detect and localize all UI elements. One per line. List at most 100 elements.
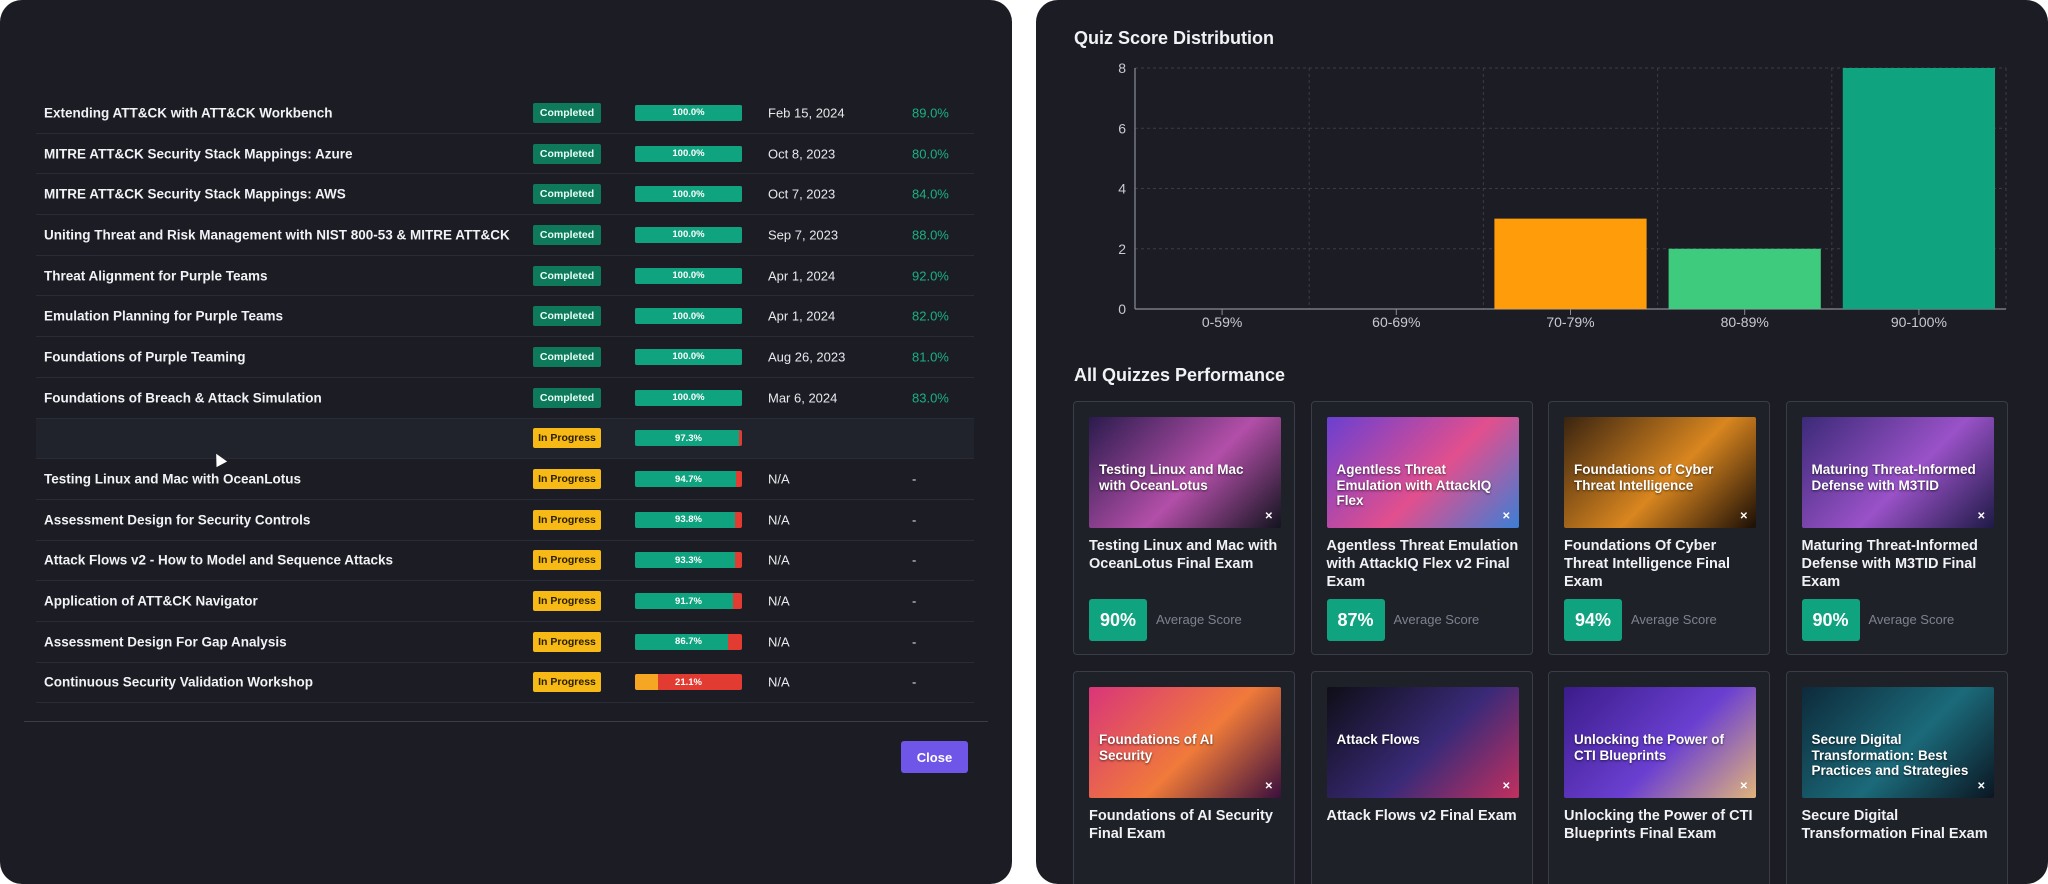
- modal-divider: [24, 721, 988, 722]
- x-tick-label: 60-69%: [1372, 314, 1420, 330]
- progress-label: 93.8%: [675, 514, 702, 526]
- table-row[interactable]: Continuous Security Validation Workshop I…: [36, 663, 974, 704]
- table-row[interactable]: Assessment Design for Security Controls I…: [36, 500, 974, 541]
- quiz-card[interactable]: Secure Digital Transformation: Best Prac…: [1785, 671, 2008, 884]
- quiz-score: 80.0%: [912, 146, 949, 162]
- status-badge: Completed: [533, 143, 601, 164]
- quiz-title: Testing Linux and Mac with OceanLotus Fi…: [1089, 538, 1278, 573]
- close-x-icon: ✕: [1502, 511, 1511, 522]
- status-badge: Completed: [533, 102, 601, 123]
- progress-bar: 100.0%: [635, 145, 742, 162]
- quiz-title: Attack Flows v2 Final Exam: [1326, 808, 1517, 824]
- completion-date: N/A: [768, 674, 790, 690]
- status-badge: In Progress: [533, 591, 601, 612]
- course-table: Extending ATT&CK with ATT&CK Workbench Co…: [36, 93, 974, 704]
- bar[interactable]: [1668, 248, 1821, 309]
- close-x-icon: ✕: [1739, 511, 1748, 522]
- progress-bar: 100.0%: [635, 186, 742, 203]
- close-x-icon: ✕: [1977, 781, 1986, 792]
- close-x-icon: ✕: [1977, 511, 1986, 522]
- table-row[interactable]: Threat Alignment for Purple Teams Complet…: [36, 256, 974, 297]
- progress-label: 86.7%: [675, 636, 702, 648]
- quiz-card[interactable]: Foundations of AI Security ✕ Foundations o…: [1073, 671, 1295, 884]
- quiz-card[interactable]: Agentless Threat Emulation with AttackIQ…: [1310, 401, 1533, 655]
- progress-bar: 21.1%: [635, 674, 742, 691]
- status-badge: Completed: [533, 346, 601, 367]
- thumbnail-title: Unlocking the Power of CTI Blueprints: [1574, 732, 1725, 763]
- table-row[interactable]: Uniting Threat and Risk Management with …: [36, 215, 974, 256]
- progress-label: 93.3%: [675, 554, 702, 566]
- course-name: Threat Alignment for Purple Teams: [44, 268, 268, 284]
- bar[interactable]: [1842, 68, 1995, 309]
- status-badge: Completed: [533, 224, 601, 245]
- quiz-score: 82.0%: [912, 308, 949, 324]
- status-badge: Completed: [533, 184, 601, 205]
- table-row[interactable]: Attack Flows v2 - How to Model and Seque…: [36, 541, 974, 582]
- progress-bar: 100.0%: [635, 308, 742, 325]
- quiz-score: 84.0%: [912, 186, 949, 202]
- completion-date: Feb 15, 2024: [768, 105, 845, 121]
- completion-date: Oct 8, 2023: [768, 146, 836, 162]
- course-name: Foundations of Purple Teaming: [44, 349, 246, 365]
- progress-label: 100.0%: [672, 270, 705, 282]
- course-name: Uniting Threat and Risk Management with …: [44, 227, 510, 243]
- table-row[interactable]: Emulation Planning for Purple Teams Compl…: [36, 296, 974, 338]
- bar[interactable]: [1494, 218, 1647, 309]
- average-score-label: Average Score: [1156, 612, 1242, 627]
- quiz-card[interactable]: Unlocking the Power of CTI Blueprints ✕ Un…: [1548, 671, 1770, 884]
- progress-label: 100.0%: [672, 310, 705, 322]
- progress-label: 100.0%: [672, 229, 705, 241]
- quiz-thumbnail: Maturing Threat-Informed Defense with M3…: [1801, 417, 1994, 528]
- table-row[interactable]: Extending ATT&CK with ATT&CK Workbench Co…: [36, 93, 974, 134]
- course-name: Testing Linux and Mac with OceanLotus: [44, 471, 302, 487]
- completion-date: N/A: [768, 552, 790, 568]
- x-tick-label: 0-59%: [1202, 314, 1242, 330]
- table-row[interactable]: MITRE ATT&CK Security Stack Mappings: Az…: [36, 134, 974, 175]
- completion-date: Sep 7, 2023: [768, 227, 839, 243]
- x-tick-label: 70-79%: [1546, 314, 1594, 330]
- course-name: MITRE ATT&CK Security Stack Mappings: AW…: [44, 186, 346, 202]
- table-row[interactable]: Foundations of Breach & Attack Simulatio…: [36, 378, 974, 419]
- quiz-card[interactable]: Attack Flows ✕ Attack Flows v2 Final Exam: [1310, 671, 1533, 884]
- course-name: Assessment Design For Gap Analysis: [44, 634, 287, 650]
- thumbnail-title: Foundations of Cyber Threat Intelligence: [1574, 462, 1714, 493]
- quiz-title: Unlocking the Power of CTI Blueprints Fi…: [1564, 808, 1753, 843]
- table-row[interactable]: Application of ATT&CK Navigator In Progre…: [36, 581, 974, 622]
- close-x-icon: ✕: [1739, 781, 1748, 792]
- quiz-card[interactable]: Foundations of Cyber Threat Intelligence…: [1548, 401, 1770, 655]
- quiz-card[interactable]: Maturing Threat-Informed Defense with M3…: [1785, 401, 2008, 655]
- average-score-badge: 87%: [1326, 599, 1385, 641]
- completion-date: N/A: [768, 471, 790, 487]
- average-score-label: Average Score: [1868, 612, 1955, 627]
- quiz-card[interactable]: Testing Linux and Mac with OceanLotus ✕ Te…: [1073, 401, 1295, 655]
- table-row[interactable]: MITRE ATT&CK Security Stack Mappings: AW…: [36, 174, 974, 216]
- table-row[interactable]: Testing Linux and Mac with OceanLotus In …: [36, 459, 974, 500]
- completion-date: Apr 1, 2024: [768, 308, 836, 324]
- table-row[interactable]: Foundations of Purple Teaming Completed 10…: [36, 337, 974, 378]
- quiz-score: -: [912, 593, 917, 609]
- status-badge: In Progress: [533, 550, 601, 571]
- table-row[interactable]: Assessment Design For Gap Analysis In Pro…: [36, 622, 974, 663]
- quiz-title: Agentless Threat Emulation with AttackIQ…: [1326, 538, 1519, 591]
- course-name: MITRE ATT&CK Security Stack Mappings: Az…: [44, 146, 353, 162]
- course-name: Continuous Security Validation Workshop: [44, 674, 314, 690]
- performance-title: All Quizzes Performance: [1074, 365, 1286, 385]
- progress-bar: 94.7%: [635, 471, 742, 488]
- quiz-score: -: [912, 674, 917, 690]
- y-tick-label: 2: [1118, 241, 1126, 257]
- progress-bar: 100.0%: [635, 348, 742, 365]
- average-score-badge: 90%: [1801, 599, 1860, 641]
- chart-title: Quiz Score Distribution: [1074, 28, 1275, 48]
- course-name: Emulation Planning for Purple Teams: [44, 308, 284, 324]
- close-button[interactable]: Close: [901, 741, 968, 773]
- quiz-score: 89.0%: [912, 105, 949, 121]
- course-name: Extending ATT&CK with ATT&CK Workbench: [44, 105, 333, 121]
- table-row[interactable]: In Progress 97.3%: [36, 418, 974, 460]
- average-score-label: Average Score: [1393, 612, 1480, 627]
- close-x-icon: ✕: [1264, 511, 1273, 522]
- status-badge: Completed: [533, 265, 601, 286]
- progress-label: 100.0%: [672, 392, 705, 404]
- status-badge: In Progress: [533, 469, 601, 490]
- completion-date: Apr 1, 2024: [768, 268, 836, 284]
- course-name: Application of ATT&CK Navigator: [44, 593, 258, 609]
